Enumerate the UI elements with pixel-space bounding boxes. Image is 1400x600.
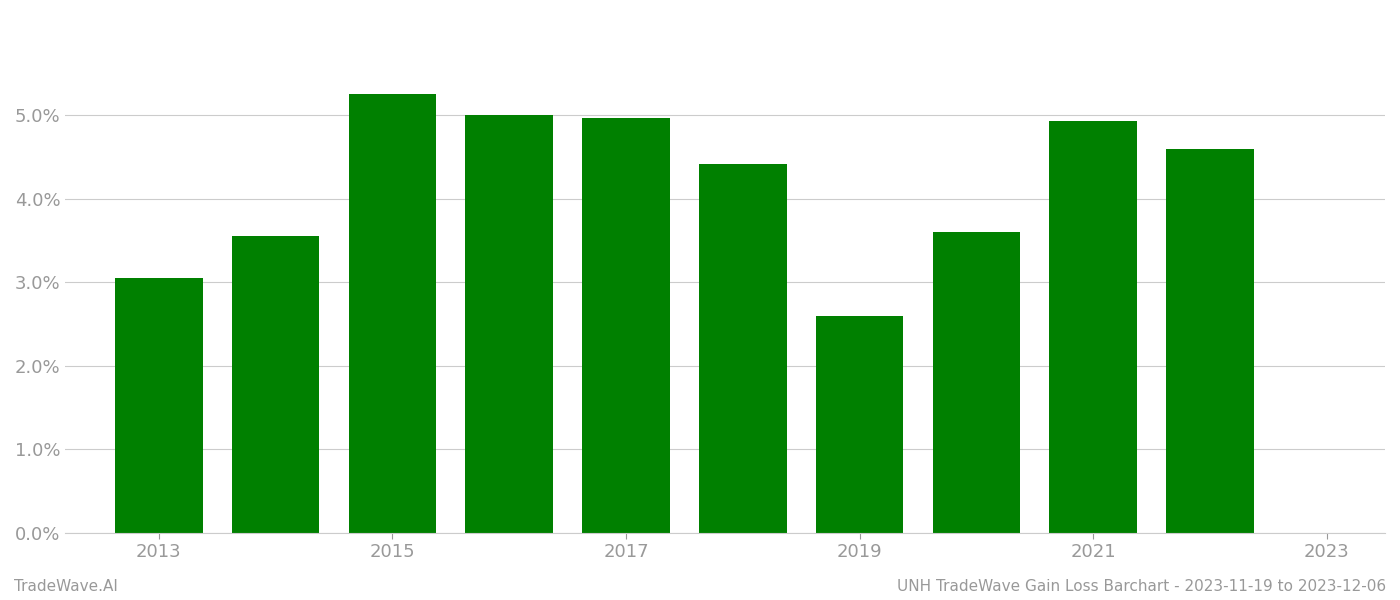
- Bar: [932, 232, 1021, 533]
- Bar: [115, 278, 203, 533]
- Text: UNH TradeWave Gain Loss Barchart - 2023-11-19 to 2023-12-06: UNH TradeWave Gain Loss Barchart - 2023-…: [897, 579, 1386, 594]
- Bar: [1049, 121, 1137, 533]
- Bar: [699, 164, 787, 533]
- Bar: [465, 115, 553, 533]
- Bar: [816, 316, 903, 533]
- Bar: [582, 118, 669, 533]
- Bar: [232, 236, 319, 533]
- Bar: [1166, 149, 1253, 533]
- Bar: [349, 94, 437, 533]
- Text: TradeWave.AI: TradeWave.AI: [14, 579, 118, 594]
